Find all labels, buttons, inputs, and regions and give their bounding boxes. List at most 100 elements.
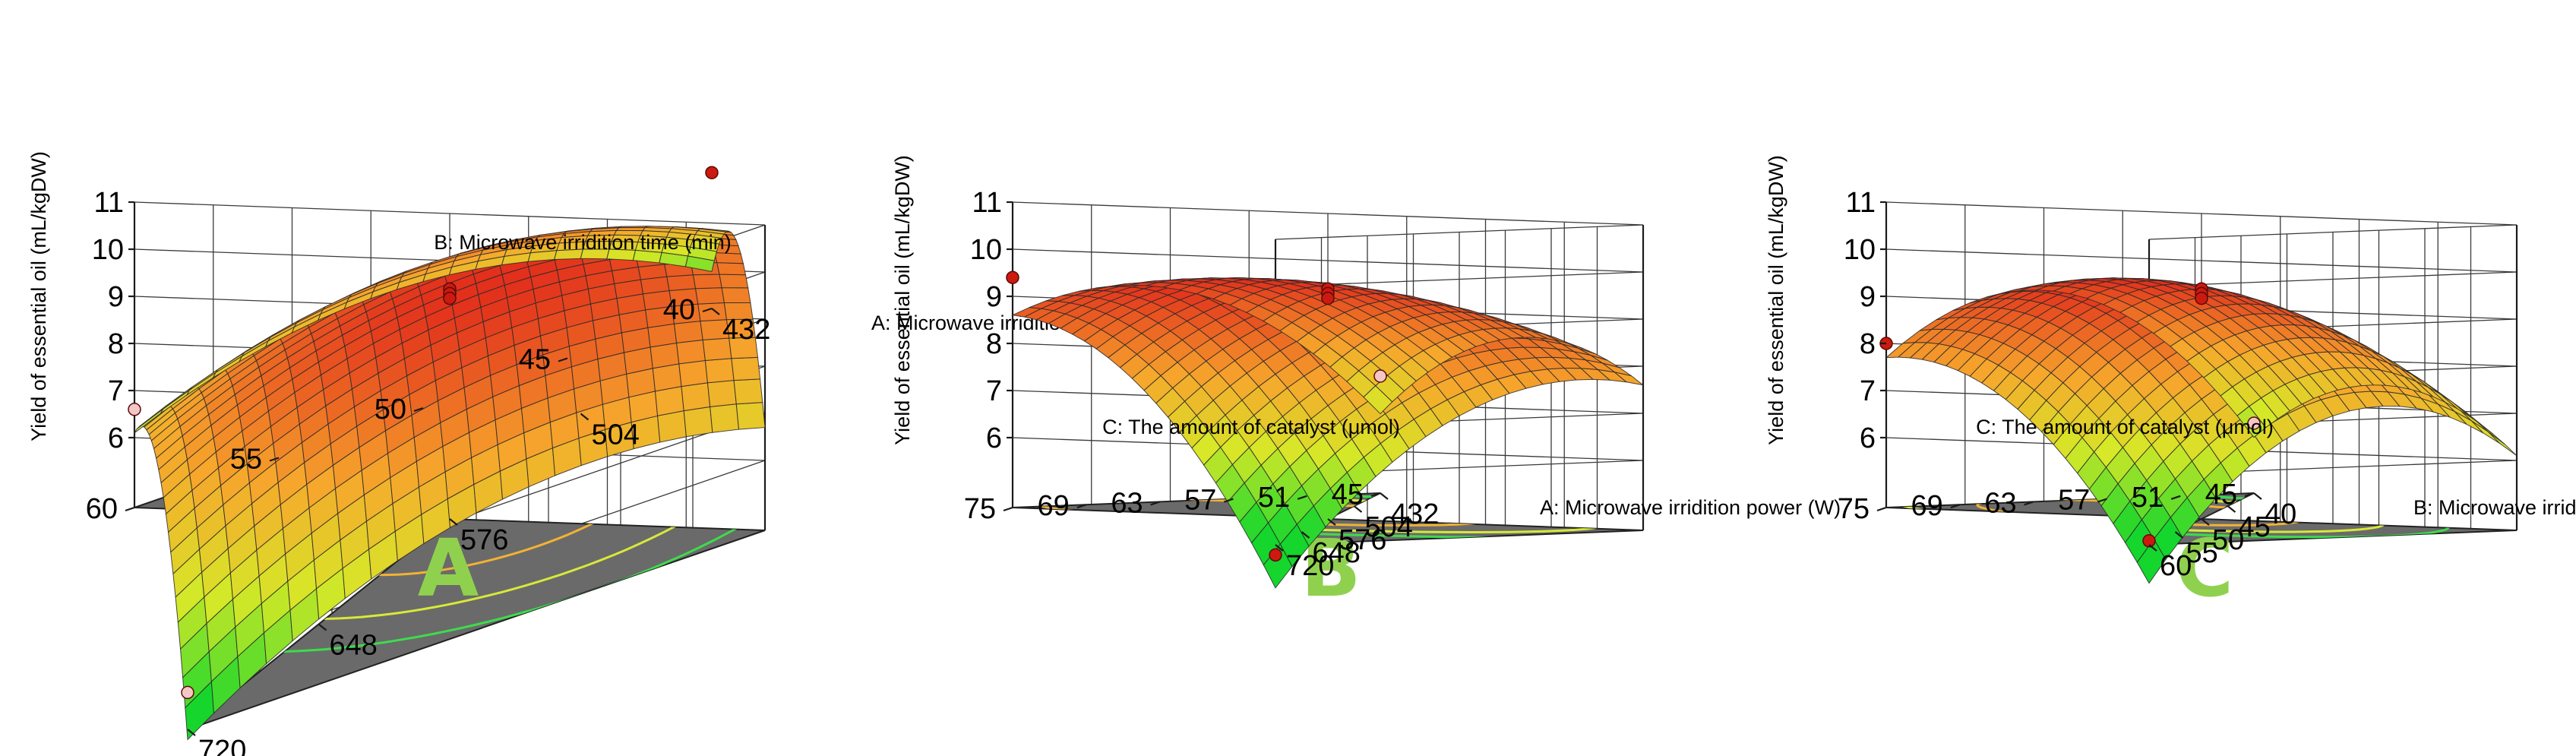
surface-cell: [681, 382, 711, 412]
y-axis-title: C: The amount of catalyst (μmol): [1976, 416, 2274, 438]
wall-gridline: [1012, 248, 1644, 273]
z-tick-label: 11: [1846, 187, 1876, 219]
z-tick-label: 6: [986, 422, 1002, 454]
z-tick-label: 8: [108, 328, 124, 360]
design-point: [1321, 291, 1335, 305]
z-axis-title: Yield of essential oil (mL/kgDW): [1765, 155, 1787, 445]
y-tick-label: 69: [1038, 490, 1070, 522]
x-tick-label: 576: [460, 524, 508, 556]
y-axis-title: C: The amount of catalyst (μmol): [1102, 416, 1400, 438]
y-tick-label: 45: [1332, 479, 1364, 511]
y-tick-label: 63: [1984, 487, 2016, 519]
wall-gridline: [2148, 271, 2518, 287]
design-point: [2142, 534, 2156, 548]
design-point: [2195, 291, 2208, 305]
y-tick-label: 51: [2132, 482, 2164, 514]
y-tick-label: 60: [86, 493, 118, 525]
surface-cell: [657, 410, 687, 443]
z-tick-label: 10: [970, 234, 1002, 266]
surface-cell: [731, 356, 761, 381]
z-tick-label: 11: [972, 187, 1002, 219]
x-tick-label: 648: [330, 630, 378, 662]
x-tick-label: 648: [1313, 537, 1361, 569]
wall-gridline: [134, 201, 766, 226]
surface-cell: [710, 403, 740, 433]
x-tick-label: 720: [1286, 550, 1334, 582]
z-tick-label: 9: [1860, 281, 1876, 313]
z-tick-label: 9: [986, 281, 1002, 313]
x-tick-label: 432: [722, 314, 770, 346]
wall-gridline: [1885, 201, 2518, 226]
design-point: [443, 291, 457, 305]
surface-cell: [704, 358, 735, 384]
z-tick-label: 9: [108, 281, 124, 313]
z-axis-title: Yield of essential oil (mL/kgDW): [891, 155, 914, 445]
z-tick-label: 7: [1860, 375, 1876, 407]
design-point: [128, 403, 141, 416]
z-tick-label: 8: [986, 328, 1002, 360]
wall-gridline: [1275, 271, 1644, 287]
y-tick-label: 63: [1111, 487, 1143, 519]
wall-gridline: [1275, 224, 1644, 240]
design-point: [1006, 270, 1019, 284]
panel-letter: C: [2176, 522, 2233, 615]
surface-cell: [721, 287, 751, 304]
x-tick-label: 60: [2160, 550, 2192, 582]
y-tick-label: 57: [2058, 485, 2090, 517]
design-point: [181, 685, 194, 700]
z-axis-title: Yield of essential oil (mL/kgDW): [27, 151, 50, 441]
wall-gridline: [1012, 201, 1644, 226]
surface-cell: [716, 262, 747, 276]
y-tick-label: 69: [1911, 490, 1943, 522]
design-point: [2247, 416, 2261, 430]
surface-cell: [713, 251, 744, 264]
surface-cell: [719, 274, 749, 289]
surface-cell: [706, 380, 737, 407]
x-tick-label: 576: [1339, 524, 1386, 556]
surface-cell: [666, 274, 697, 292]
x-tick-label: 45: [2239, 511, 2271, 543]
surface-cell: [692, 274, 722, 289]
surface-cell: [695, 287, 725, 305]
surface-cell: [654, 386, 684, 416]
x-tick-label: 432: [1391, 498, 1439, 530]
z-tick-label: 6: [1860, 422, 1876, 454]
y-tick-label: 45: [519, 344, 551, 376]
y-tick-label: 57: [1184, 485, 1216, 517]
surface-cell: [676, 339, 706, 365]
wall-gridline: [2148, 224, 2518, 240]
surface-cell: [733, 378, 763, 405]
x-tick-label: 50: [2212, 524, 2244, 556]
surface-mesh: [1011, 277, 1644, 589]
surface-cell: [2470, 420, 2501, 444]
z-tick-label: 11: [94, 187, 124, 219]
surface-cell: [684, 255, 715, 272]
surface-cell: [1363, 385, 1393, 415]
design-point: [1269, 548, 1282, 562]
y-tick-label: 45: [2205, 479, 2237, 511]
z-tick-label: 7: [108, 375, 124, 407]
surface-cell: [735, 402, 766, 430]
surface-mesh: [134, 226, 766, 741]
surface-panel-a: A678910114045505560432504576648720Yield …: [27, 151, 1172, 756]
x-tick-label: 504: [1365, 511, 1413, 543]
y-tick-label: 75: [1838, 493, 1870, 525]
x-tick-label: 55: [2186, 537, 2218, 569]
y-tick-label: 55: [230, 444, 262, 476]
y-tick-label: 75: [964, 493, 996, 525]
y-tick-label: 50: [375, 394, 406, 425]
x-tick-label: 720: [198, 735, 246, 756]
surface-cell: [683, 406, 713, 438]
wall-gridline: [1885, 248, 2518, 273]
x-tick-label: 504: [592, 419, 640, 451]
y-tick-label: 40: [663, 294, 695, 326]
surface-cell: [678, 359, 709, 387]
z-tick-label: 10: [1844, 234, 1876, 266]
y-tick-label: 51: [1258, 482, 1290, 514]
y-axis-title: B: Microwave irridition time (min): [434, 231, 732, 254]
z-tick-label: 7: [986, 375, 1002, 407]
x-axis-title: A: Microwave irridition power (W): [1540, 496, 1841, 519]
